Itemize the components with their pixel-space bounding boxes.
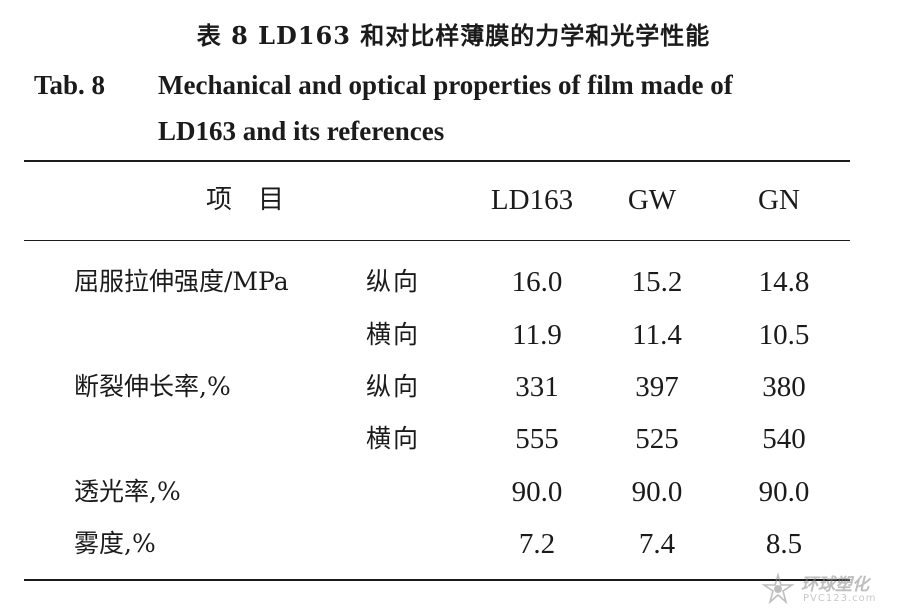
table-cell: 8.5 [765, 528, 803, 560]
table-cell: 10.5 [758, 319, 810, 351]
row-property-label: 屈服拉伸强度/MPa [74, 267, 289, 296]
table-cell: 540 [762, 423, 806, 455]
table-cell: 90.0 [511, 476, 563, 508]
table-cell: 397 [635, 371, 679, 403]
caption-english-text-1: Mechanical and optical properties of fil… [158, 70, 733, 100]
row-property-label: 断裂伸长率,% [74, 372, 231, 401]
watermark-url: PVC123.com [803, 593, 877, 604]
table-cell: 331 [515, 371, 559, 403]
table-caption-chinese: 表 8 LD163 和对比样薄膜的力学和光学性能 [196, 21, 711, 50]
header-column-ld163: LD163 [490, 184, 574, 216]
table-cell: 11.9 [512, 319, 562, 351]
table-bottom-rule [24, 579, 850, 581]
row-property-label: 雾度,% [74, 529, 156, 558]
table-cell: 90.0 [631, 476, 683, 508]
table-cell: 90.0 [758, 476, 810, 508]
watermark-chinese: 环球塑化 [801, 575, 869, 595]
caption-table-label: Tab. 8 [34, 70, 106, 100]
row-direction-label: 纵向 [366, 372, 421, 401]
table-cell: 7.2 [518, 528, 556, 560]
table-caption-english: Tab. 8 Mechanical and optical properties … [34, 62, 874, 154]
row-property-label: 透光率,% [74, 477, 181, 506]
table-cell: 525 [635, 423, 679, 455]
header-column-gw: GW [627, 184, 677, 216]
header-column-gn: GN [758, 184, 800, 216]
table-header-rule [24, 240, 850, 241]
table-cell: 380 [762, 371, 806, 403]
table-cell: 11.4 [632, 319, 682, 351]
table-cell: 555 [515, 423, 559, 455]
watermark-star-icon [761, 572, 795, 605]
header-item: 项目 [206, 185, 311, 215]
watermark-logo: 环球塑化 PVC123.com [761, 570, 901, 610]
row-direction-label: 横向 [366, 320, 421, 349]
caption-english-line-1: Tab. 8 Mechanical and optical properties … [34, 62, 874, 108]
table-cell: 16.0 [511, 266, 563, 298]
table-cell: 7.4 [638, 528, 676, 560]
row-direction-label: 纵向 [366, 267, 421, 296]
table-cell: 15.2 [631, 266, 683, 298]
row-direction-label: 横向 [366, 424, 421, 453]
table-top-rule [24, 160, 850, 162]
table-cell: 14.8 [758, 266, 810, 298]
caption-english-line-2: LD163 and its references [158, 116, 445, 146]
